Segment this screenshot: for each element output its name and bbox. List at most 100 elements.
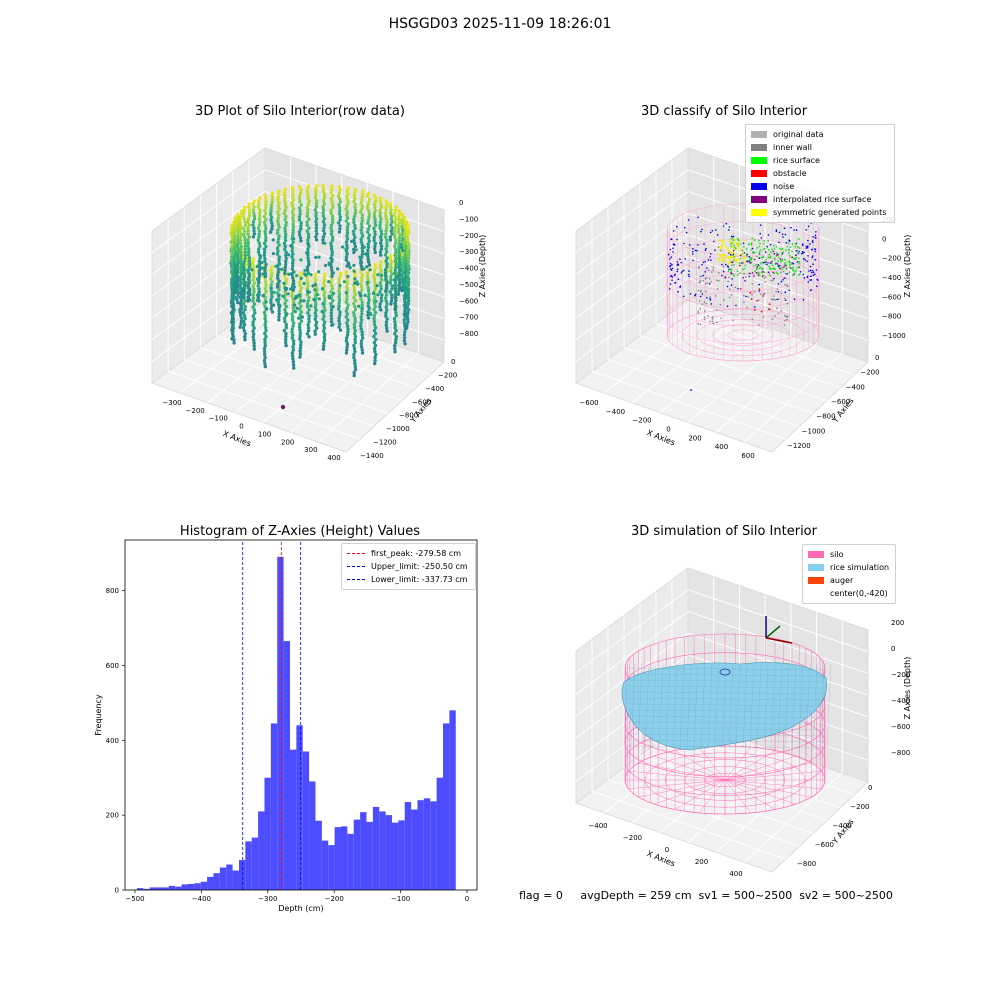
data-point	[362, 267, 366, 271]
data-point	[373, 310, 378, 315]
z-tick-label: −700	[459, 314, 478, 322]
data-point	[258, 214, 262, 218]
data-point	[314, 272, 318, 276]
data-point	[372, 319, 377, 324]
data-point	[347, 262, 351, 266]
noise-point	[803, 277, 806, 279]
data-point	[243, 223, 248, 227]
data-point	[406, 266, 410, 270]
histogram-bar	[219, 867, 227, 890]
data-point	[397, 272, 402, 276]
data-point	[352, 286, 356, 291]
data-point	[400, 245, 404, 250]
data-point	[356, 282, 360, 286]
data-point	[246, 295, 250, 299]
data-point	[331, 220, 335, 224]
data-point	[252, 226, 256, 230]
surface-mesh	[627, 679, 825, 683]
silo-floor-spoke	[724, 779, 776, 810]
data-point	[353, 202, 357, 207]
data-point	[232, 341, 236, 345]
data-point	[261, 294, 265, 298]
data-point	[238, 227, 243, 231]
data-point	[405, 284, 409, 288]
noise-point	[788, 289, 790, 292]
data-point	[330, 323, 334, 327]
grid-line	[575, 611, 689, 695]
histogram-bar	[207, 876, 214, 890]
data-point	[352, 247, 356, 252]
data-point	[406, 287, 411, 291]
data-point	[321, 184, 325, 188]
data-point	[397, 239, 402, 243]
histogram-bar	[168, 885, 176, 890]
noise-point	[760, 237, 763, 239]
data-point	[323, 290, 327, 294]
interpolated-point	[785, 264, 787, 267]
data-point	[402, 312, 406, 316]
data-point	[291, 258, 295, 262]
noise-point	[782, 279, 784, 281]
noise-point	[778, 231, 781, 234]
data-point	[385, 241, 389, 245]
data-point	[276, 204, 281, 208]
noise-point	[701, 293, 704, 295]
data-point	[290, 267, 294, 271]
rice-surface-point	[779, 248, 781, 250]
data-point	[329, 302, 333, 306]
data-point	[262, 220, 267, 225]
data-point	[337, 316, 341, 320]
data-point	[251, 299, 255, 303]
data-point	[373, 295, 377, 300]
interpolated-point	[739, 264, 741, 267]
data-point	[390, 214, 394, 218]
data-point	[345, 210, 349, 214]
rice-surface-point	[733, 244, 736, 247]
data-point	[290, 234, 295, 238]
panel3-title: Histogram of Z-Axies (Height) Values	[179, 524, 421, 539]
wall-point	[704, 310, 706, 312]
data-point	[252, 287, 256, 291]
data-point	[257, 202, 261, 206]
rice-surface-point	[792, 270, 795, 272]
z-tick-label: −800	[459, 330, 478, 338]
data-point	[294, 294, 298, 298]
data-point	[403, 216, 407, 220]
data-point	[405, 230, 409, 234]
data-point	[299, 304, 303, 308]
data-point	[305, 251, 309, 255]
data-point	[393, 208, 398, 212]
legend-entry: obstacle	[751, 167, 889, 180]
data-point	[389, 263, 393, 267]
data-point	[264, 289, 268, 294]
data-point	[283, 292, 288, 297]
data-point	[292, 300, 296, 304]
data-point	[372, 346, 377, 351]
data-point	[384, 232, 388, 236]
grid-line	[715, 343, 817, 433]
data-point	[270, 221, 274, 225]
data-point	[357, 304, 361, 308]
grid-line	[607, 358, 800, 427]
data-point	[252, 338, 256, 342]
data-point	[353, 235, 357, 240]
data-point	[242, 271, 246, 275]
data-point	[242, 329, 246, 333]
data-point	[293, 310, 297, 314]
data-point	[235, 297, 239, 302]
data-point	[360, 306, 364, 311]
data-point	[366, 301, 370, 305]
data-point	[384, 314, 388, 318]
data-point	[374, 337, 378, 342]
data-point	[366, 254, 370, 258]
data-point	[385, 326, 389, 330]
data-point	[283, 229, 287, 234]
data-point	[397, 251, 401, 255]
noise-point	[735, 304, 737, 307]
data-point	[306, 311, 310, 315]
data-point	[255, 264, 259, 269]
data-point	[265, 307, 269, 311]
data-point	[379, 244, 384, 248]
symmetric-point	[729, 251, 732, 254]
data-point	[306, 187, 310, 191]
